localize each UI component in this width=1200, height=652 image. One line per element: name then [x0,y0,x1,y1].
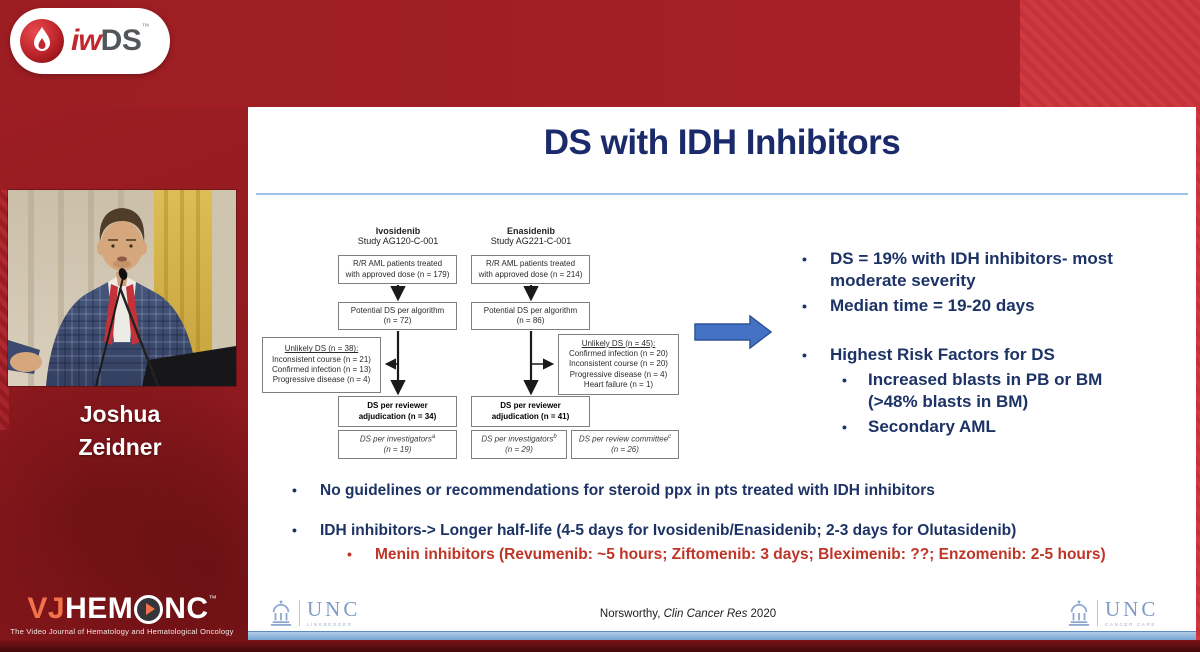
flow-box-ivo-reviewer: DS per reviewer adjudication (n = 34) [338,396,457,427]
flow-box-ivo-investigators: DS per investigatorsa (n = 19) [338,430,457,459]
flow-unlikely-title: Unlikely DS (n = 45): [581,338,656,348]
background-stripes-topright [1020,0,1200,107]
vjhemonc-hem: HEM [65,592,134,625]
background-top-band [0,0,1200,107]
vjhemonc-trademark: ™ [208,594,217,603]
bullet-subitem-menin: Menin inhibitors (Revumenib: ~5 hours; Z… [341,545,1141,565]
iwds-trademark: ™ [141,22,150,31]
unc-cancer-care-logo: UNC CANCER CARE [1068,599,1158,627]
slide-title: DS with IDH Inhibitors [543,123,901,162]
background-bottom-band [0,640,1200,652]
bullet-item: DS = 19% with IDH inhibitors- most moder… [796,248,1148,291]
vjhemonc-vj: VJ [27,592,66,625]
bullet-dot [796,295,830,317]
bullet-dot [836,416,868,438]
flow-box-ivo-patients: R/R AML patients treated with approved d… [338,255,457,284]
flow-box-ivo-unlikely: Unlikely DS (n = 38): Inconsistent cours… [262,337,381,393]
bullet-dot [796,248,830,291]
bullet-subitem: Secondary AML [836,416,1148,438]
blood-drop-icon [20,19,64,63]
vjhemonc-nc: NC [164,592,209,625]
speaker-photo [8,190,236,386]
bullet-subitem: Increased blasts in PB or BM (>48% blast… [836,369,1148,412]
bullet-dot [286,521,320,541]
vjhemonc-tagline: The Video Journal of Hematology and Hema… [10,627,234,636]
flow-unlikely-lines: Inconsistent course (n = 21) Confirmed i… [272,354,371,385]
flow-box-ena-algorithm: Potential DS per algorithm (n = 86) [471,302,590,330]
bullet-dot [286,481,320,501]
flow-box-ena-reviewer: DS per reviewer adjudication (n = 41) [471,396,590,427]
speaker-name: Joshua Zeidner [78,401,162,461]
bullet-item: IDH inhibitors-> Longer half-life (4-5 d… [286,521,1178,541]
presentation-slide: DS with IDH Inhibitors Ivosidenib Study … [248,107,1196,640]
flow-box-ena-unlikely: Unlikely DS (n = 45): Confirmed infectio… [558,334,679,395]
title-underline [256,193,1188,195]
unc-old-well-icon [270,600,292,626]
unc-lineberger-logo: UNC LINEBERGER [270,599,360,627]
flow-unlikely-lines: Confirmed infection (n = 20) Inconsisten… [569,348,668,390]
vjhemonc-logo: VJ HEM NC ™ The Video Journal of Hematology… [0,592,244,636]
bullet-dot [341,545,375,565]
flow-box-ivo-algorithm: Potential DS per algorithm (n = 72) [338,302,457,330]
flow-box-ena-committee: DS per review committeec (n = 26) [571,430,679,459]
iwds-logo: iw DS ™ [10,8,170,74]
citation: Norsworthy, Clin Cancer Res 2020 [599,608,777,620]
flow-header-ivosidenib: Ivosidenib Study AG120-C-001 [357,226,439,246]
flow-box-ena-patients: R/R AML patients treated with approved d… [471,255,590,284]
key-points: DS = 19% with IDH inhibitors- most moder… [796,248,1148,442]
bullet-item: Highest Risk Factors for DS [796,344,1148,366]
iwds-logo-iw: iw [71,24,102,57]
background-stripes-left [0,190,9,430]
bullet-item: No guidelines or recommendations for ste… [286,481,1178,501]
background-right-strip [1196,107,1200,640]
slide-bottom-bar [248,631,1196,640]
flow-header-enasidenib: Enasidenib Study AG221-C-001 [490,226,572,246]
flow-unlikely-title: Unlikely DS (n = 38): [284,344,359,354]
blue-block-arrow [694,314,773,350]
iwds-logo-ds: DS [100,24,142,57]
unc-old-well-icon [1068,600,1090,626]
bottom-notes: No guidelines or recommendations for ste… [286,481,1178,569]
bullet-dot [796,344,830,366]
flow-box-ena-investigators: DS per investigatorsb (n = 29) [471,430,567,459]
play-icon [134,594,164,624]
bullet-item: Median time = 19-20 days [796,295,1148,317]
bullet-dot [836,369,868,412]
